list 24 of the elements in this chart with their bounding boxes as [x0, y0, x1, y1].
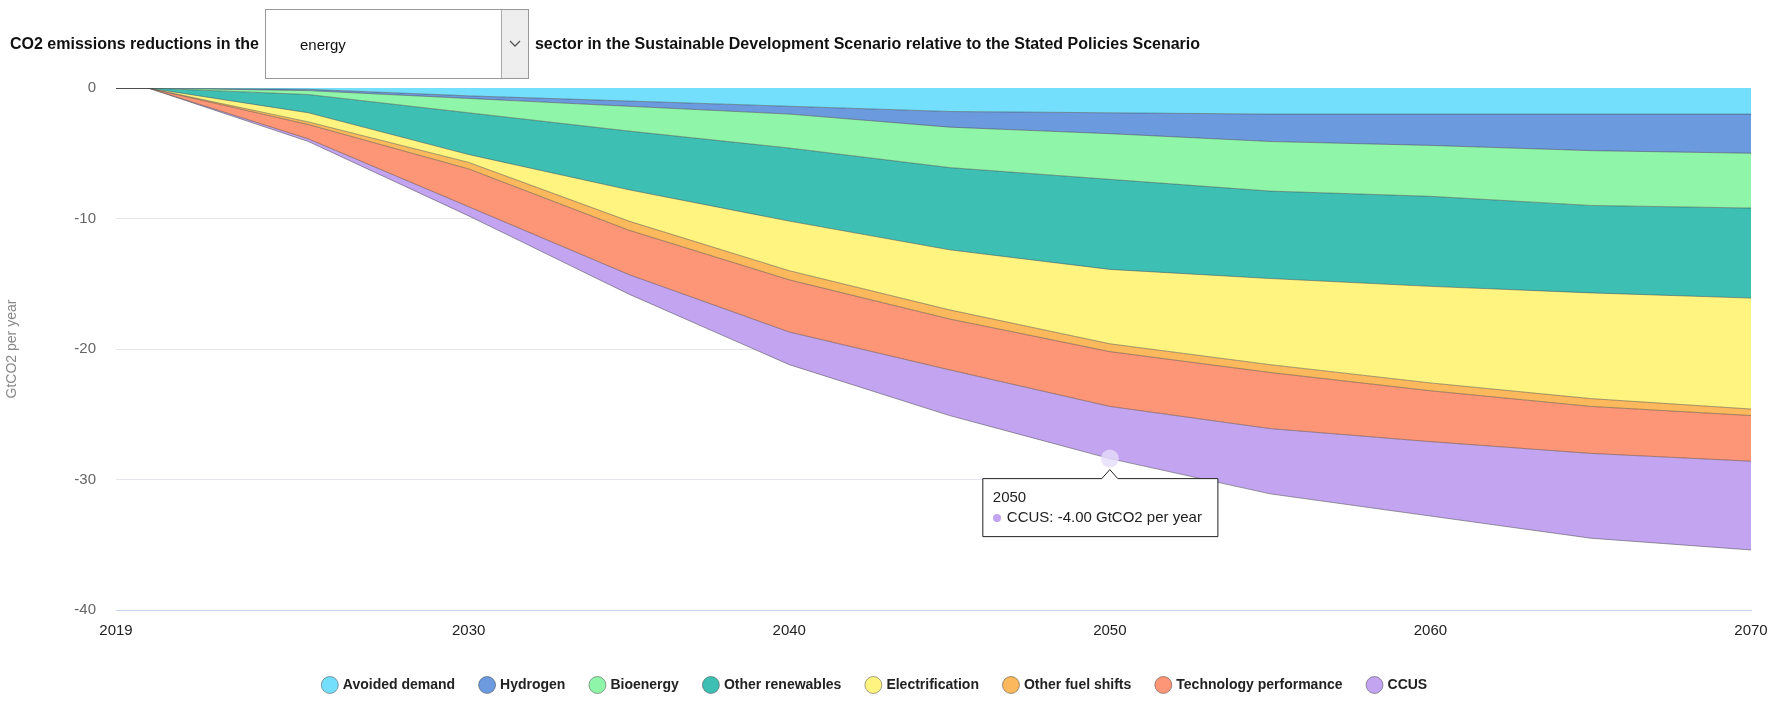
- select-field: energy: [264, 9, 529, 79]
- chart-title: CO2 emissions reductions in the: [10, 35, 259, 53]
- legend-label: Hydrogen: [500, 675, 566, 692]
- legend-label: Technology performance: [1176, 675, 1343, 692]
- chart-subtitle: sector in the Sustainable Development Scenario relative to the Stated Policies Scenario: [534, 35, 1201, 53]
- legend-label: CCUS: [1387, 675, 1428, 692]
- y-tick-label: -20: [74, 339, 96, 357]
- x-tick-label: 2040: [772, 621, 806, 639]
- x-tick-label: 2019: [99, 621, 133, 639]
- y-tick-label: -30: [74, 469, 96, 487]
- annotation: 2050 CCUS: -4.00 GtCO2 per year: [992, 487, 1202, 525]
- y-tick-label: 0: [87, 78, 96, 96]
- legend-label: Other renewables: [723, 675, 842, 692]
- x-tick-label: 2050: [1093, 621, 1127, 639]
- legend-label: Bioenergy: [610, 675, 680, 692]
- y-tick-label: -10: [74, 208, 96, 226]
- x-tick-label: 2030: [451, 621, 486, 639]
- y-axis-title: GtCO2 per year: [3, 299, 20, 399]
- legend-label: Electrification: [886, 675, 979, 692]
- x-tick-label: 2060: [1413, 621, 1448, 639]
- y-tick-label: -40: [74, 600, 96, 618]
- legend-label: Avoided demand: [342, 675, 456, 692]
- legend-label: Other fuel shifts: [1023, 675, 1132, 692]
- x-tick-label: 2070: [1734, 621, 1768, 639]
